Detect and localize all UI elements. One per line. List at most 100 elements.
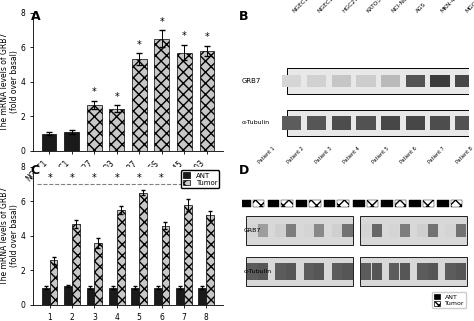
- Bar: [381, 116, 400, 130]
- Bar: [247, 224, 258, 237]
- Bar: [109, 288, 117, 305]
- Text: Patient 4: Patient 4: [342, 146, 361, 165]
- Bar: [162, 226, 169, 305]
- Text: *: *: [92, 87, 97, 97]
- Bar: [72, 224, 80, 305]
- Bar: [286, 224, 296, 237]
- Bar: [176, 288, 184, 305]
- Bar: [417, 224, 428, 237]
- Bar: [87, 288, 94, 305]
- Bar: [456, 224, 466, 237]
- Text: *: *: [137, 40, 142, 50]
- Bar: [246, 257, 353, 286]
- Text: AGS: AGS: [415, 2, 428, 14]
- Bar: [131, 288, 139, 305]
- Bar: [282, 116, 301, 130]
- Text: MGC-803: MGC-803: [465, 0, 474, 14]
- Bar: [423, 200, 434, 207]
- Bar: [428, 263, 438, 280]
- Legend: ANT, Tumor: ANT, Tumor: [181, 170, 219, 188]
- Bar: [337, 200, 349, 207]
- Bar: [389, 224, 400, 237]
- Bar: [395, 200, 406, 207]
- Bar: [177, 53, 191, 151]
- Bar: [258, 263, 268, 280]
- Bar: [314, 224, 325, 237]
- Text: D: D: [239, 164, 250, 177]
- Text: α-Tubulin: α-Tubulin: [242, 120, 270, 125]
- Text: Patient 8: Patient 8: [456, 146, 474, 165]
- Bar: [281, 200, 292, 207]
- Bar: [42, 134, 56, 151]
- Text: Patient 3: Patient 3: [314, 146, 333, 165]
- Text: GRB7: GRB7: [244, 228, 261, 233]
- Bar: [406, 116, 425, 130]
- Bar: [356, 116, 375, 130]
- Bar: [372, 263, 382, 280]
- Bar: [155, 39, 169, 151]
- Text: Patient 6: Patient 6: [400, 146, 419, 165]
- Text: C: C: [31, 164, 40, 177]
- Bar: [42, 288, 50, 305]
- Bar: [258, 224, 268, 237]
- Bar: [184, 205, 192, 305]
- Text: MKN-45: MKN-45: [440, 0, 460, 14]
- Bar: [331, 116, 351, 130]
- Bar: [287, 110, 469, 136]
- Bar: [282, 75, 301, 87]
- Bar: [246, 216, 353, 245]
- Bar: [400, 224, 410, 237]
- Bar: [361, 263, 372, 280]
- Bar: [353, 200, 365, 207]
- Bar: [64, 286, 72, 305]
- Bar: [303, 263, 314, 280]
- Bar: [360, 257, 467, 286]
- Bar: [275, 224, 286, 237]
- Text: *: *: [114, 173, 119, 183]
- Bar: [430, 75, 450, 87]
- Bar: [417, 263, 428, 280]
- Bar: [455, 75, 474, 87]
- Text: Patient 7: Patient 7: [428, 146, 447, 165]
- Bar: [314, 263, 325, 280]
- Bar: [275, 263, 286, 280]
- Bar: [286, 263, 296, 280]
- Bar: [139, 193, 147, 305]
- Bar: [406, 75, 425, 87]
- Bar: [94, 243, 102, 305]
- Bar: [287, 68, 469, 94]
- Bar: [324, 200, 335, 207]
- Text: *: *: [182, 173, 186, 183]
- Bar: [117, 210, 125, 305]
- Bar: [381, 200, 392, 207]
- Text: Patient 1: Patient 1: [258, 146, 277, 165]
- Text: *: *: [204, 173, 209, 183]
- Text: HGC27: HGC27: [341, 0, 359, 14]
- Bar: [267, 200, 279, 207]
- Bar: [200, 51, 214, 151]
- Bar: [410, 200, 421, 207]
- Bar: [446, 263, 456, 280]
- Bar: [307, 75, 326, 87]
- Bar: [307, 116, 326, 130]
- Bar: [400, 263, 410, 280]
- Text: GRB7: GRB7: [242, 78, 261, 84]
- Bar: [64, 132, 79, 151]
- Bar: [132, 59, 146, 151]
- Y-axis label: The mRNA levels of GRB7
(fold over basal): The mRNA levels of GRB7 (fold over basal…: [0, 187, 19, 285]
- Bar: [356, 75, 375, 87]
- Bar: [109, 108, 124, 151]
- Bar: [381, 75, 400, 87]
- Bar: [367, 200, 378, 207]
- Bar: [331, 75, 351, 87]
- Bar: [372, 224, 382, 237]
- Text: NCI-N87: NCI-N87: [391, 0, 411, 14]
- Text: *: *: [159, 173, 164, 183]
- Bar: [296, 200, 307, 207]
- Text: *: *: [204, 32, 209, 42]
- Bar: [332, 224, 342, 237]
- Bar: [50, 260, 57, 305]
- Bar: [360, 216, 467, 245]
- Bar: [87, 105, 101, 151]
- Text: NGEC1: NGEC1: [317, 0, 335, 14]
